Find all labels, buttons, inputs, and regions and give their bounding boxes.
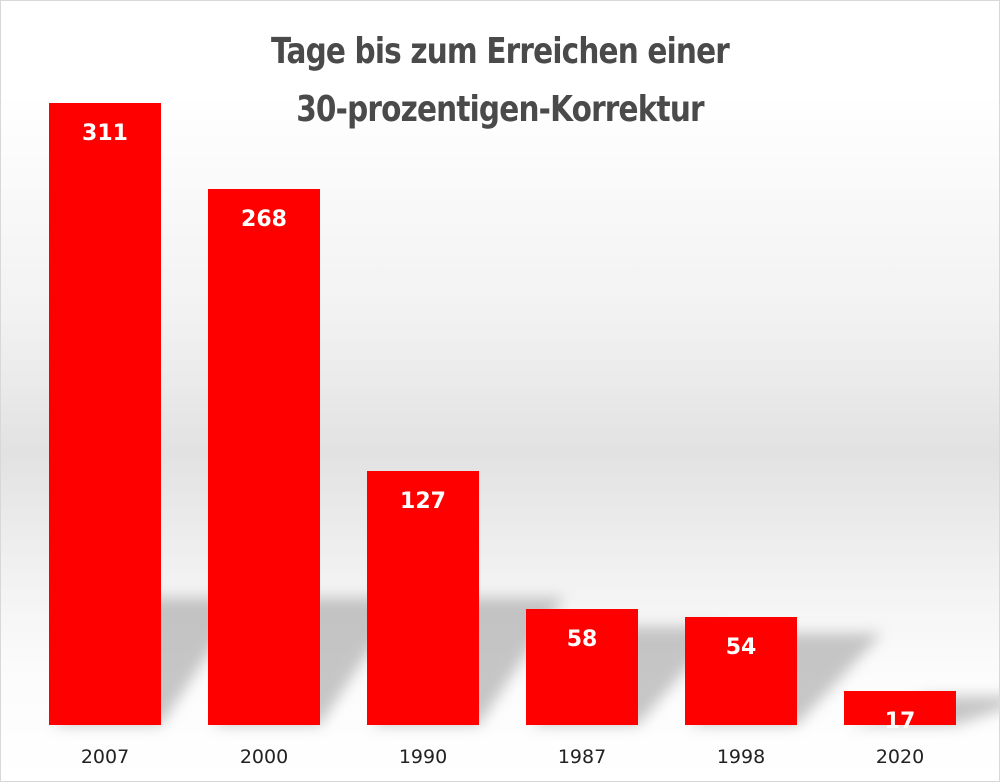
x-tick-label-1990: 1990 — [399, 746, 447, 768]
data-label-1998: 54 — [726, 635, 757, 660]
chart-title-line-1: Tage bis zum Erreichen einer — [270, 31, 730, 72]
x-tick-label-2000: 2000 — [240, 746, 288, 768]
bar-2020 — [844, 691, 956, 725]
data-label-1987: 58 — [567, 627, 598, 652]
data-label-1990: 127 — [400, 489, 446, 514]
data-label-2000: 268 — [241, 207, 287, 232]
data-label-2020: 17 — [885, 709, 916, 734]
x-axis-ticks: 2007 2000 1990 1987 1998 2020 — [81, 746, 924, 768]
chart-title: Tage bis zum Erreichen einer 30-prozenti… — [91, 23, 909, 139]
chart-title-line-2: 30-prozentigen-Korrektur — [296, 89, 704, 130]
bar-1987 — [526, 609, 638, 725]
bar-1998 — [685, 617, 797, 725]
bar-1990 — [367, 471, 479, 725]
x-tick-label-1998: 1998 — [717, 746, 765, 768]
bar-2000 — [208, 189, 320, 725]
data-labels: 311 268 127 58 54 17 — [82, 121, 915, 734]
x-tick-label-1987: 1987 — [558, 746, 606, 768]
x-tick-label-2020: 2020 — [876, 746, 924, 768]
bars — [49, 103, 956, 725]
data-label-2007: 311 — [82, 121, 128, 146]
bar-2007 — [49, 103, 161, 725]
x-tick-label-2007: 2007 — [81, 746, 129, 768]
